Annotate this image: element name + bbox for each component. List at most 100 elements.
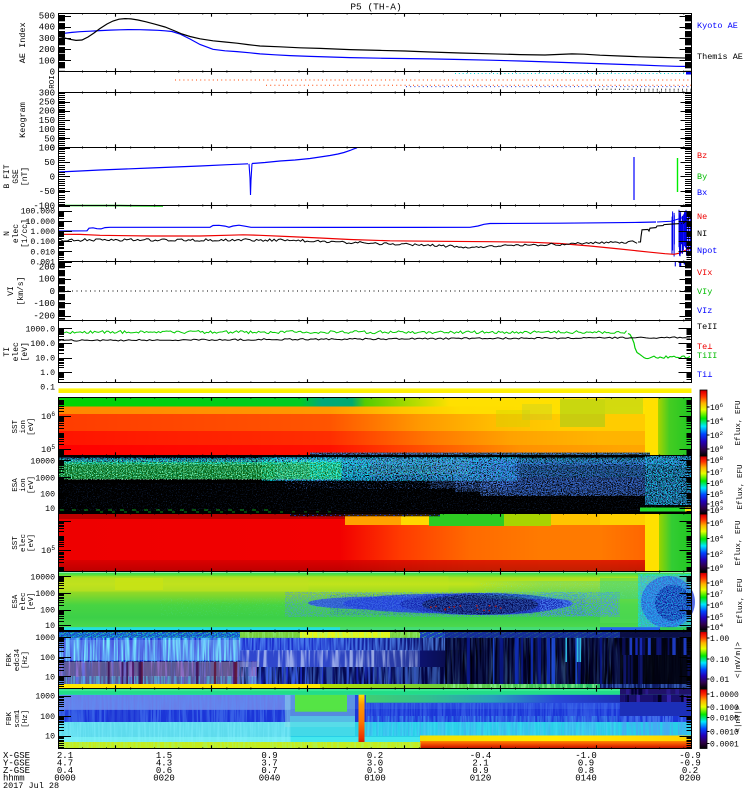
svg-text:Te⊥: Te⊥ (697, 342, 712, 352)
svg-text:0: 0 (50, 173, 55, 183)
svg-text:0.1: 0.1 (40, 384, 55, 393)
svg-text:100: 100 (39, 56, 55, 66)
svg-text:107: 107 (710, 467, 724, 478)
svg-text:N: N (3, 231, 12, 236)
svg-text:200: 200 (39, 107, 55, 117)
svg-text:1000: 1000 (35, 634, 55, 643)
svg-text:-200: -200 (33, 312, 55, 322)
svg-text:102: 102 (710, 549, 724, 560)
svg-text:105: 105 (41, 545, 55, 556)
svg-text:106: 106 (710, 600, 724, 611)
svg-text:edc34: edc34 (14, 648, 22, 671)
svg-text:ion: ion (20, 420, 28, 434)
svg-text:Y-GSE: Y-GSE (3, 759, 30, 769)
svg-text:0.0001: 0.0001 (710, 741, 739, 750)
svg-text:10: 10 (45, 505, 55, 514)
svg-text:0.10: 0.10 (710, 656, 729, 665)
svg-text:Eflux, EFU: Eflux, EFU (735, 520, 743, 565)
svg-text:103: 103 (710, 505, 724, 516)
svg-text:10000: 10000 (30, 458, 55, 467)
svg-text:108: 108 (710, 578, 724, 589)
svg-text:106: 106 (710, 478, 724, 489)
svg-text:100: 100 (40, 713, 55, 722)
svg-text:elec: elec (12, 224, 21, 243)
svg-text:Bx: Bx (697, 188, 707, 198)
svg-text:Kyoto AE: Kyoto AE (697, 21, 738, 31)
svg-text:hhmm: hhmm (3, 774, 25, 784)
svg-text:10: 10 (45, 674, 55, 683)
svg-text:-1.0: -1.0 (575, 751, 597, 761)
svg-text:ESA: ESA (12, 478, 20, 492)
svg-text:10.000: 10.000 (26, 218, 56, 227)
svg-text:[Hz]: [Hz] (22, 710, 30, 728)
svg-text:300: 300 (39, 88, 55, 98)
svg-text:[eV]: [eV] (28, 592, 36, 610)
svg-text:Themis AE: Themis AE (697, 52, 743, 62)
svg-text:1.5: 1.5 (156, 751, 172, 761)
svg-text:0.010: 0.010 (30, 248, 55, 257)
svg-text:Eflux, EFU: Eflux, EFU (735, 400, 743, 445)
svg-text:0.9: 0.9 (367, 766, 383, 776)
svg-text:105: 105 (41, 444, 55, 455)
svg-text:[Hz]: [Hz] (22, 651, 30, 669)
svg-text:100: 100 (40, 490, 55, 499)
svg-text:AE Index: AE Index (18, 22, 28, 63)
svg-text:VIy: VIy (697, 287, 712, 297)
svg-text:104: 104 (710, 416, 724, 427)
svg-text:Npot: Npot (697, 246, 717, 256)
svg-text:Z-GSE: Z-GSE (3, 766, 30, 776)
svg-text:50: 50 (44, 134, 55, 144)
svg-text:0140: 0140 (575, 774, 597, 784)
svg-text:107: 107 (710, 589, 724, 600)
svg-text:0.9: 0.9 (578, 759, 594, 769)
svg-text:X-GSE: X-GSE (3, 751, 30, 761)
svg-text:10000: 10000 (30, 573, 55, 582)
svg-text:-100: -100 (33, 202, 55, 212)
svg-text:VIx: VIx (697, 268, 712, 278)
svg-text:Ti⊥: Ti⊥ (697, 370, 712, 380)
svg-text:108: 108 (710, 455, 724, 466)
svg-text:102: 102 (710, 430, 724, 441)
svg-text:1000: 1000 (35, 474, 55, 483)
svg-text:0.9: 0.9 (472, 766, 488, 776)
svg-text:ESA: ESA (12, 594, 20, 608)
svg-text:0.1000: 0.1000 (710, 704, 739, 713)
svg-text:10.0: 10.0 (35, 355, 55, 364)
svg-text:50: 50 (44, 158, 55, 168)
svg-text:NI: NI (697, 229, 707, 239)
svg-text:By: By (697, 172, 707, 182)
svg-text:0.4: 0.4 (57, 766, 73, 776)
svg-text:100.0: 100.0 (30, 340, 55, 349)
svg-text:B FIT: B FIT (3, 164, 12, 188)
svg-text:0100: 0100 (364, 774, 386, 784)
svg-text:1000: 1000 (35, 590, 55, 599)
svg-text:TI: TI (3, 347, 12, 357)
svg-text:[km/s]: [km/s] (17, 277, 26, 306)
svg-text:100: 100 (710, 444, 724, 455)
svg-text:-0.9: -0.9 (679, 759, 701, 769)
svg-text:100: 100 (39, 144, 55, 154)
svg-text:[eV]: [eV] (28, 418, 36, 436)
svg-text:-0.9: -0.9 (679, 751, 701, 761)
svg-text:1.00: 1.00 (710, 635, 729, 644)
svg-text:[eV]: [eV] (28, 476, 36, 494)
svg-text:0.01: 0.01 (710, 676, 729, 685)
svg-text:1000.0: 1000.0 (26, 326, 56, 335)
svg-text:150: 150 (39, 116, 55, 126)
svg-text:0.7: 0.7 (261, 766, 277, 776)
svg-text:scm1: scm1 (14, 709, 22, 728)
svg-text:2.1: 2.1 (472, 759, 488, 769)
svg-text:10: 10 (45, 622, 55, 631)
svg-text:FBK: FBK (6, 712, 14, 726)
svg-text:0.0010: 0.0010 (710, 729, 739, 738)
svg-text:0.100: 0.100 (30, 238, 55, 247)
svg-text:Keogram: Keogram (18, 102, 28, 138)
svg-text:4.3: 4.3 (156, 759, 172, 769)
svg-text:VI: VI (7, 286, 16, 296)
svg-text:P5 (TH-A): P5 (TH-A) (350, 2, 401, 13)
svg-text:0120: 0120 (470, 774, 492, 784)
svg-text:500: 500 (39, 12, 55, 22)
svg-text:Eflux, EFU: Eflux, EFU (737, 464, 745, 509)
svg-text:106: 106 (710, 402, 724, 413)
svg-text:0.6: 0.6 (156, 766, 172, 776)
